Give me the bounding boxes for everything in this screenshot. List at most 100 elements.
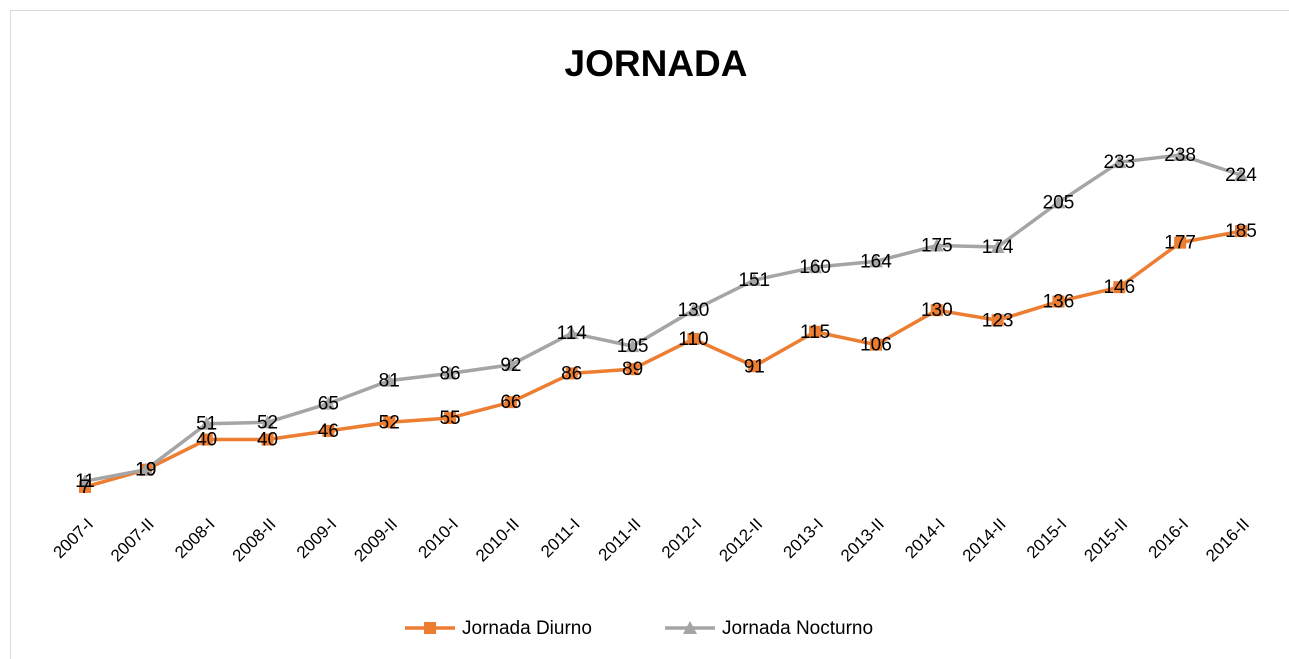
marker xyxy=(199,416,214,430)
x-tick-label: 2011-II xyxy=(595,515,645,565)
data-label: 146 xyxy=(1103,277,1135,298)
x-tick-label: 2014-II xyxy=(959,515,1010,566)
data-label: 130 xyxy=(678,300,710,321)
legend-label: Jornada Diurno xyxy=(462,618,592,639)
data-label: 11 xyxy=(75,471,95,492)
marker xyxy=(991,314,1004,327)
data-label: 110 xyxy=(678,329,708,350)
x-tick-label: 2012-II xyxy=(715,515,766,566)
marker xyxy=(443,366,458,380)
data-label: 106 xyxy=(860,335,892,356)
data-label: 177 xyxy=(1164,233,1196,254)
data-label: 40 xyxy=(257,430,278,451)
data-label: 52 xyxy=(257,412,278,433)
data-label: 66 xyxy=(500,392,521,413)
marker xyxy=(808,260,823,274)
legend-marker xyxy=(683,621,697,634)
data-label: 185 xyxy=(1225,221,1257,242)
marker xyxy=(503,357,518,371)
marker xyxy=(686,303,701,317)
x-tick-label: 2012-I xyxy=(658,515,706,563)
marker xyxy=(990,239,1005,253)
x-tick-label: 2007-I xyxy=(49,515,97,563)
marker xyxy=(929,238,944,252)
marker xyxy=(260,415,275,429)
data-label: 130 xyxy=(921,300,953,321)
data-label: 40 xyxy=(196,430,217,451)
x-tick-label: 2010-II xyxy=(472,515,523,566)
data-label: 55 xyxy=(439,408,460,429)
marker xyxy=(1235,225,1247,238)
marker xyxy=(321,396,336,410)
marker xyxy=(1052,295,1065,308)
x-tick-label: 2013-II xyxy=(837,515,888,566)
data-label: 46 xyxy=(318,421,339,442)
x-tick-label: 2013-I xyxy=(780,515,828,563)
chart-title: JORNADA xyxy=(565,43,748,84)
data-label: 238 xyxy=(1164,145,1196,166)
data-label: 19 xyxy=(135,460,156,481)
data-label: 233 xyxy=(1103,152,1135,173)
data-label: 205 xyxy=(1043,192,1075,213)
marker xyxy=(1173,148,1188,161)
marker xyxy=(382,373,397,387)
data-label: 175 xyxy=(921,236,953,257)
data-label: 136 xyxy=(1043,292,1075,313)
data-label: 7 xyxy=(80,477,91,498)
marker xyxy=(868,254,883,268)
x-tick-label: 2014-I xyxy=(901,515,949,563)
series-line xyxy=(84,153,1242,483)
marker xyxy=(869,338,882,351)
data-label: 115 xyxy=(800,322,830,343)
data-label: 86 xyxy=(561,363,582,384)
x-tick-label: 2008-II xyxy=(229,515,280,566)
data-label: 89 xyxy=(622,359,643,380)
marker xyxy=(1112,155,1127,169)
x-tick-label: 2008-I xyxy=(171,515,219,563)
data-label: 65 xyxy=(318,394,339,415)
marker xyxy=(261,433,274,446)
marker xyxy=(625,339,640,353)
marker xyxy=(930,304,943,317)
marker xyxy=(138,462,153,476)
x-tick-label: 2009-II xyxy=(350,515,401,566)
data-label: 105 xyxy=(617,336,649,357)
marker xyxy=(200,433,213,446)
marker xyxy=(565,367,578,380)
data-label: 164 xyxy=(860,251,892,272)
marker xyxy=(78,474,92,488)
x-tick-label: 2007-II xyxy=(107,515,158,566)
x-tick-label: 2009-I xyxy=(293,515,341,563)
x-tick-label: 2010-I xyxy=(415,515,463,563)
marker xyxy=(748,360,761,373)
data-label: 81 xyxy=(379,371,400,392)
marker xyxy=(383,416,396,429)
marker xyxy=(687,332,700,345)
series-line xyxy=(84,229,1242,489)
marker xyxy=(564,326,579,340)
data-label: 123 xyxy=(982,310,1014,331)
x-tick-label: 2016-II xyxy=(1202,515,1253,566)
x-tick-label: 2011-I xyxy=(537,515,584,562)
data-label: 52 xyxy=(379,412,400,433)
data-label: 92 xyxy=(500,355,521,376)
legend-marker xyxy=(424,622,436,634)
marker xyxy=(444,411,457,424)
data-label: 86 xyxy=(439,363,460,384)
data-label: 224 xyxy=(1225,165,1257,186)
marker xyxy=(1234,168,1248,182)
marker xyxy=(322,424,335,437)
marker xyxy=(1174,236,1187,249)
x-tick-label: 2015-I xyxy=(1023,515,1071,563)
data-label: 160 xyxy=(799,257,831,278)
data-label: 151 xyxy=(738,270,770,291)
marker xyxy=(1113,281,1126,294)
marker xyxy=(747,273,762,287)
data-label: 114 xyxy=(557,323,588,344)
data-label: 174 xyxy=(982,237,1014,258)
chart-border xyxy=(10,10,1289,659)
x-tick-label: 2016-I xyxy=(1145,515,1193,563)
x-tick-label: 2015-II xyxy=(1080,515,1131,566)
marker xyxy=(504,396,517,409)
